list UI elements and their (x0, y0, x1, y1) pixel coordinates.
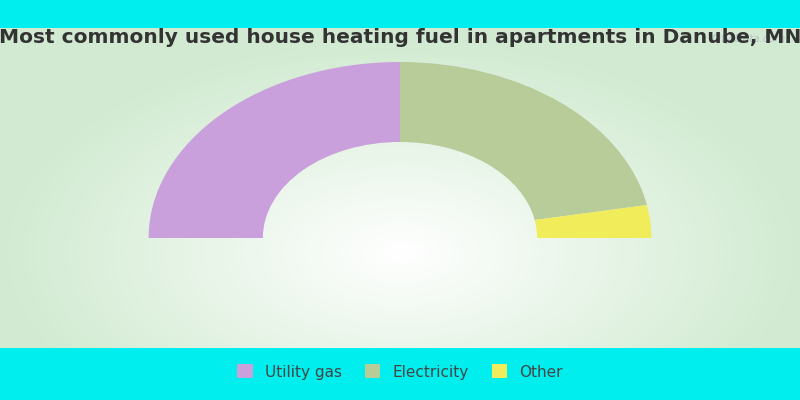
Text: City-Data.com: City-Data.com (711, 34, 786, 44)
Legend: Utility gas, Electricity, Other: Utility gas, Electricity, Other (231, 358, 569, 386)
Wedge shape (534, 205, 651, 238)
Text: Most commonly used house heating fuel in apartments in Danube, MN: Most commonly used house heating fuel in… (0, 28, 800, 47)
Wedge shape (149, 62, 400, 238)
Wedge shape (400, 62, 647, 220)
